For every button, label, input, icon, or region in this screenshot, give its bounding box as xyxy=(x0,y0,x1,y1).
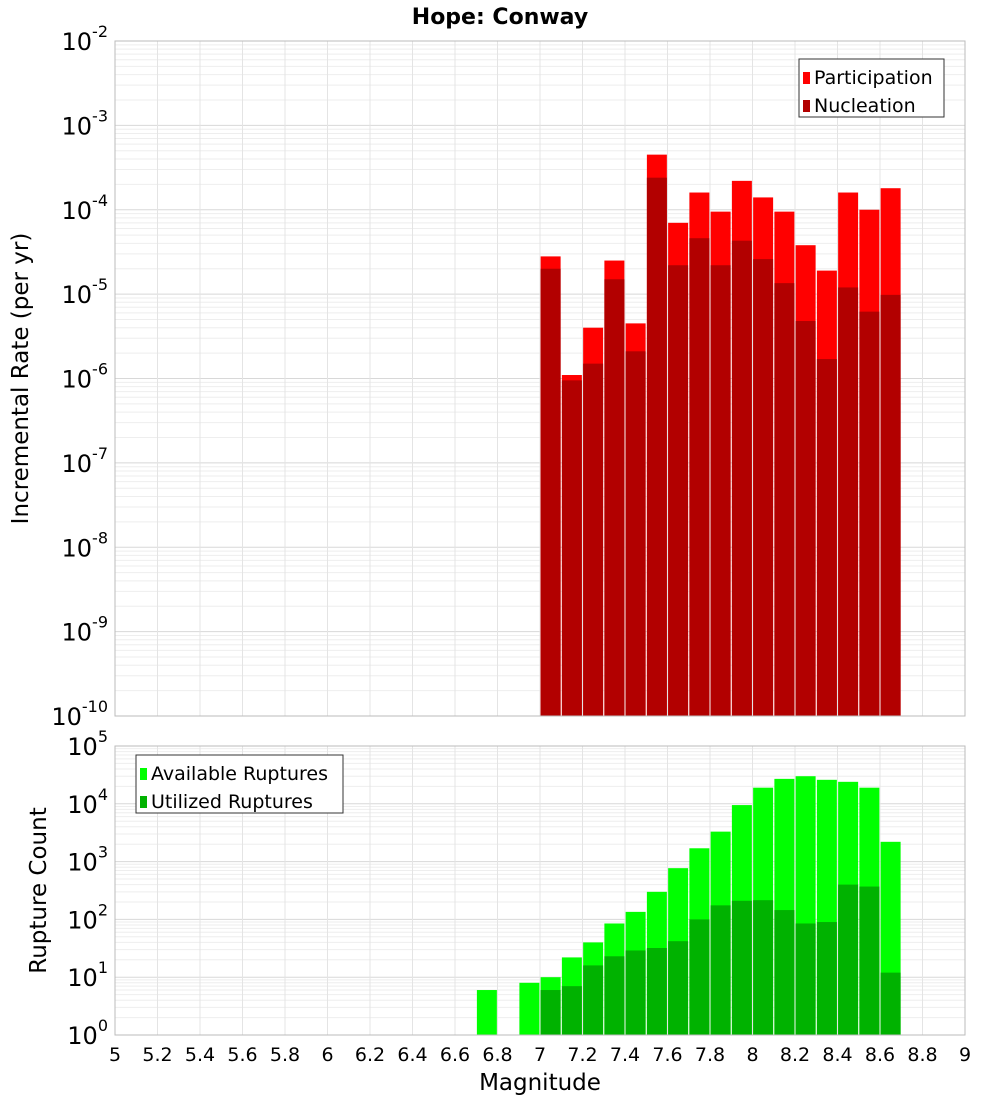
x-tick-label: 5 xyxy=(109,1044,121,1066)
bar-nucleation-12 xyxy=(795,321,816,716)
bar-utilized-5 xyxy=(646,948,667,1035)
x-tick-label: 6 xyxy=(321,1044,333,1066)
bar-utilized-12 xyxy=(795,923,816,1035)
bar-nucleation-5 xyxy=(646,177,667,716)
y-tick-label: 102 xyxy=(67,900,108,934)
legend: Available Ruptures Utilized Ruptures xyxy=(135,754,344,814)
x-tick-label: 5.4 xyxy=(185,1044,215,1066)
bar-available-0 xyxy=(476,990,497,1035)
series-1 xyxy=(540,884,901,1035)
y-tick-label: 10-5 xyxy=(62,275,109,309)
y-tick-label: 104 xyxy=(67,785,108,819)
x-tick-label: 5.2 xyxy=(142,1044,172,1066)
bar-utilized-14 xyxy=(838,884,859,1035)
x-tick-label: 5.8 xyxy=(270,1044,300,1066)
bar-utilized-6 xyxy=(668,941,689,1035)
bar-nucleation-14 xyxy=(838,287,859,716)
bar-nucleation-10 xyxy=(753,259,774,716)
legend-swatch-nucleation xyxy=(803,100,810,112)
y-tick-label: 103 xyxy=(67,843,108,877)
y-tick-label: 105 xyxy=(67,727,108,761)
bar-utilized-8 xyxy=(710,905,731,1035)
x-tick-label: 8 xyxy=(746,1044,758,1066)
x-tick-label: 5.6 xyxy=(227,1044,257,1066)
x-tick-label: 6.4 xyxy=(397,1044,427,1066)
bar-utilized-4 xyxy=(625,950,646,1035)
plot-frame xyxy=(114,745,966,1036)
x-tick-label: 7.2 xyxy=(567,1044,597,1066)
x-tick-label: 6.2 xyxy=(355,1044,385,1066)
series-1 xyxy=(540,177,901,717)
legend-box xyxy=(135,754,344,814)
chart-title: Hope: Conway xyxy=(412,5,588,30)
x-tick-label: 7.4 xyxy=(610,1044,640,1066)
legend-swatch-available xyxy=(140,768,147,780)
bar-utilized-3 xyxy=(604,956,625,1035)
grid-lines xyxy=(114,41,966,717)
bottom-panel-rupture-count-chart: 100 101 102 103 104 105 Rupture Count Available… xyxy=(26,727,971,1096)
legend-label-nucleation: Nucleation xyxy=(814,95,916,117)
y-axis-label: Incremental Rate (per yr) xyxy=(8,233,34,525)
plot-frame xyxy=(114,40,966,717)
bar-nucleation-3 xyxy=(604,279,625,716)
x-tick-label: 8.8 xyxy=(907,1044,937,1066)
legend: Participation Nucleation xyxy=(798,58,945,118)
bar-utilized-11 xyxy=(774,910,795,1035)
bar-nucleation-8 xyxy=(710,265,731,716)
bar-nucleation-2 xyxy=(583,363,604,716)
x-axis-label: Magnitude xyxy=(479,1070,601,1096)
bar-nucleation-7 xyxy=(689,238,710,716)
bar-utilized-15 xyxy=(859,886,880,1035)
y-tick-label: 100 xyxy=(67,1016,108,1050)
y-tick-label: 10-4 xyxy=(62,191,109,225)
x-tick-label: 8.4 xyxy=(822,1044,852,1066)
bar-nucleation-9 xyxy=(731,240,752,717)
y-tick-label: 10-2 xyxy=(62,22,109,56)
x-tick-label: 7 xyxy=(534,1044,546,1066)
bar-nucleation-6 xyxy=(668,265,689,716)
bar-nucleation-0 xyxy=(540,268,561,716)
x-tick-label: 7.8 xyxy=(695,1044,725,1066)
y-tick-label: 10-6 xyxy=(62,360,109,394)
bar-utilized-9 xyxy=(731,900,752,1035)
bar-utilized-10 xyxy=(753,900,774,1035)
x-tick-label: 6.6 xyxy=(440,1044,470,1066)
x-tick-label: 6.8 xyxy=(482,1044,512,1066)
bar-available-1 xyxy=(519,982,540,1035)
legend-swatch-participation xyxy=(803,72,810,84)
bar-nucleation-1 xyxy=(561,380,582,716)
y-axis-label: Rupture Count xyxy=(26,807,52,973)
x-tick-label: 8.2 xyxy=(780,1044,810,1066)
legend-swatch-utilized xyxy=(140,796,147,808)
x-tick-label: 7.6 xyxy=(652,1044,682,1066)
bar-nucleation-11 xyxy=(774,283,795,716)
bar-utilized-1 xyxy=(561,986,582,1035)
bar-nucleation-13 xyxy=(816,359,837,716)
legend-label-participation: Participation xyxy=(814,67,933,89)
bar-utilized-13 xyxy=(816,922,837,1035)
y-tick-label: 10-10 xyxy=(51,697,108,731)
legend-box xyxy=(798,58,945,118)
x-tick-label: 8.6 xyxy=(865,1044,895,1066)
y-tick-label: 10-8 xyxy=(62,528,109,562)
legend-label-utilized: Utilized Ruptures xyxy=(151,791,313,813)
bar-nucleation-16 xyxy=(880,294,901,716)
bar-utilized-16 xyxy=(880,972,901,1035)
x-tick-label: 9 xyxy=(959,1044,971,1066)
bar-utilized-2 xyxy=(583,965,604,1035)
y-tick-label: 10-7 xyxy=(62,444,109,478)
y-tick-label: 10-3 xyxy=(62,106,109,140)
legend-label-available: Available Ruptures xyxy=(151,763,328,785)
bar-nucleation-4 xyxy=(625,351,646,716)
top-panel-rate-chart: 10-10 10-9 10-8 10-7 10-6 10-5 10-4 10-3 10-2 Inc… xyxy=(8,22,966,731)
bar-utilized-0 xyxy=(540,990,561,1035)
y-tick-label: 101 xyxy=(67,958,108,992)
bar-nucleation-15 xyxy=(859,311,880,716)
y-tick-label: 10-9 xyxy=(62,613,109,647)
bar-utilized-7 xyxy=(689,919,710,1035)
